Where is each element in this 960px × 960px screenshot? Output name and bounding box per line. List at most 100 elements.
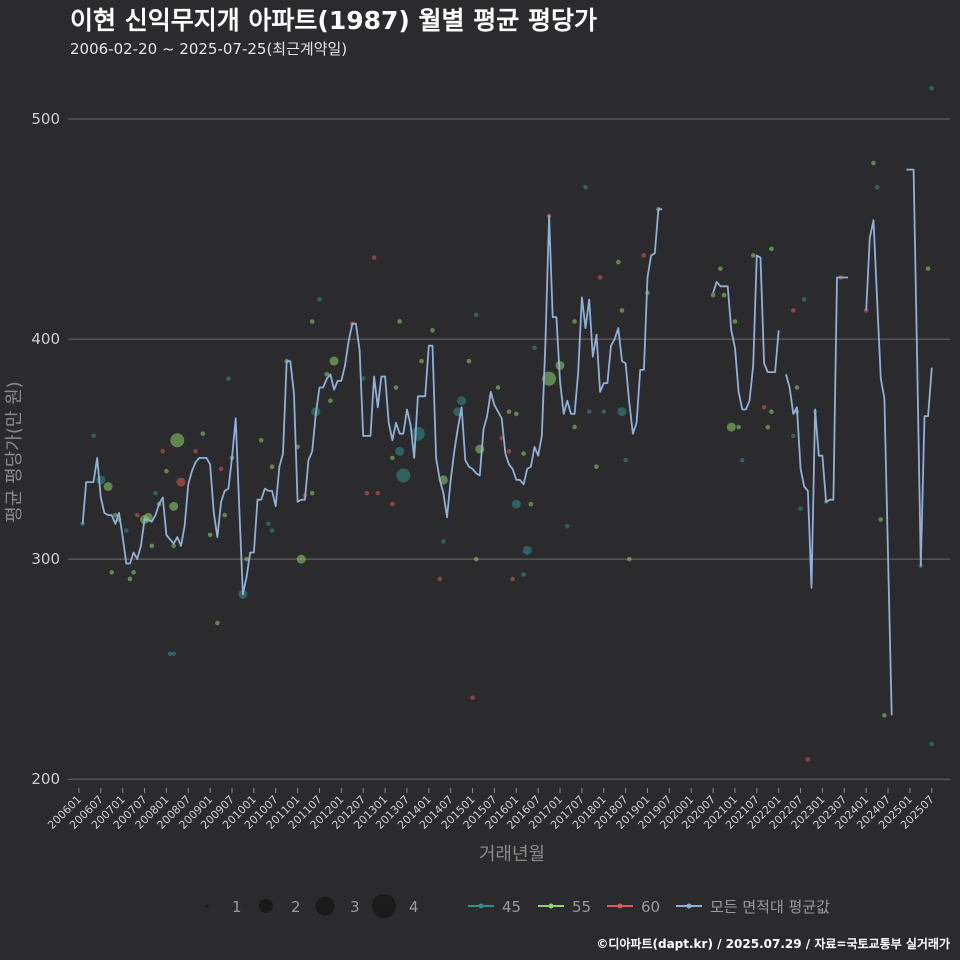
- scatter-point: [925, 266, 931, 271]
- scatter-point: [309, 319, 315, 324]
- scatter-point: [506, 449, 512, 454]
- scatter-point: [171, 543, 176, 549]
- legend: 1 2 3 4 45 55 60 모든 면적대 평균값: [205, 894, 830, 918]
- legend-size-label: 3: [350, 898, 360, 916]
- scatter-point: [164, 468, 169, 474]
- scatter-point: [470, 695, 475, 701]
- legend-series-marker: [548, 903, 554, 909]
- scatter-point: [375, 490, 381, 496]
- scatter-point: [623, 457, 628, 463]
- scatter-point: [390, 455, 395, 461]
- scatter-point: [572, 424, 577, 430]
- legend-series-marker: [686, 903, 692, 909]
- average-line-segment: [906, 168, 933, 567]
- scatter-point: [296, 554, 306, 564]
- scatter-point: [317, 297, 322, 302]
- scatter-point: [324, 371, 330, 377]
- scatter-point: [790, 433, 796, 439]
- scatter-point: [521, 451, 526, 456]
- scatter-point: [329, 356, 339, 366]
- legend-size-1-icon: [205, 904, 209, 908]
- scatter-point: [176, 477, 186, 487]
- scatter-point: [200, 431, 206, 437]
- scatter-point: [218, 466, 224, 472]
- scatter-point: [626, 556, 632, 562]
- legend-size-label: 1: [232, 898, 242, 916]
- scatter-point: [619, 308, 625, 313]
- average-line: [81, 168, 933, 716]
- legend-series-label: 모든 면적대 평균값: [710, 898, 830, 916]
- scatter-point: [597, 275, 603, 280]
- scatter-point: [641, 253, 647, 258]
- scatter-point: [437, 576, 443, 582]
- scatter-point: [266, 521, 271, 527]
- scatter-point: [393, 385, 399, 390]
- scatter-point: [594, 464, 599, 470]
- scatter-point: [586, 409, 592, 414]
- scatter-point: [193, 449, 198, 454]
- average-line-segment: [865, 219, 893, 716]
- scatter-point: [149, 543, 155, 549]
- scatter-point: [390, 501, 395, 507]
- scatter-point: [430, 327, 435, 333]
- scatter-point: [134, 512, 140, 518]
- caption: ©디아파트(dapt.kr) / 2025.07.29 / 자료=국토교통부 실…: [596, 936, 950, 951]
- average-line-segment: [785, 276, 848, 589]
- scatter-point: [521, 572, 526, 577]
- chart-title: 이현 신익무지개 아파트(1987) 월별 평균 평당가: [70, 6, 597, 35]
- scatter-point: [532, 345, 537, 351]
- scatter-point: [601, 409, 607, 414]
- scatter-point: [396, 468, 411, 483]
- scatter-point: [513, 411, 519, 417]
- legend-size-3-icon: [315, 896, 335, 916]
- scatter-point: [328, 398, 333, 403]
- scatter-point: [874, 184, 880, 190]
- y-tick-label: 400: [31, 330, 60, 348]
- scatter-point: [511, 499, 521, 509]
- average-line-segment: [81, 208, 663, 596]
- gridlines: [68, 118, 950, 780]
- scatter-points: [80, 85, 935, 762]
- x-axis-ticks: 2006012006072007012007072008012008072009…: [45, 788, 937, 832]
- legend-series-label: 55: [572, 898, 591, 916]
- scatter-point: [929, 741, 935, 747]
- scatter-point: [160, 449, 166, 454]
- scatter-point: [371, 255, 377, 260]
- legend-size-4-icon: [372, 894, 396, 918]
- scatter-point: [794, 385, 800, 390]
- legend-size-2-icon: [259, 899, 273, 913]
- scatter-point: [466, 358, 472, 364]
- scatter-point: [929, 85, 935, 91]
- scatter-point: [127, 576, 133, 582]
- scatter-point: [761, 404, 767, 410]
- scatter-point: [457, 396, 467, 406]
- scatter-point: [96, 475, 106, 485]
- scatter-point: [790, 308, 796, 313]
- y-tick-label: 200: [31, 770, 60, 788]
- scatter-point: [441, 539, 446, 544]
- scatter-point: [801, 297, 807, 302]
- scatter-point: [565, 523, 570, 529]
- scatter-point: [542, 371, 557, 386]
- y-tick-label: 500: [31, 110, 60, 128]
- scatter-point: [244, 556, 249, 562]
- legend-series-marker: [478, 903, 484, 909]
- scatter-point: [207, 532, 213, 538]
- scatter-point: [410, 426, 425, 441]
- x-axis-label: 거래년월: [479, 844, 545, 865]
- scatter-point: [397, 319, 402, 324]
- legend-size-label: 4: [409, 898, 419, 916]
- scatter-point: [167, 651, 173, 657]
- scatter-point: [510, 576, 515, 582]
- scatter-point: [222, 512, 228, 518]
- legend-series-marker: [617, 903, 623, 909]
- chart-subtitle: 2006-02-20 ~ 2025-07-25(최근계약일): [70, 40, 347, 58]
- scatter-point: [360, 376, 366, 381]
- scatter-point: [131, 570, 136, 575]
- legend-series-label: 45: [502, 898, 521, 916]
- scatter-point: [495, 385, 501, 390]
- scatter-point: [506, 409, 512, 414]
- scatter-point: [878, 517, 884, 522]
- scatter-point: [769, 246, 774, 252]
